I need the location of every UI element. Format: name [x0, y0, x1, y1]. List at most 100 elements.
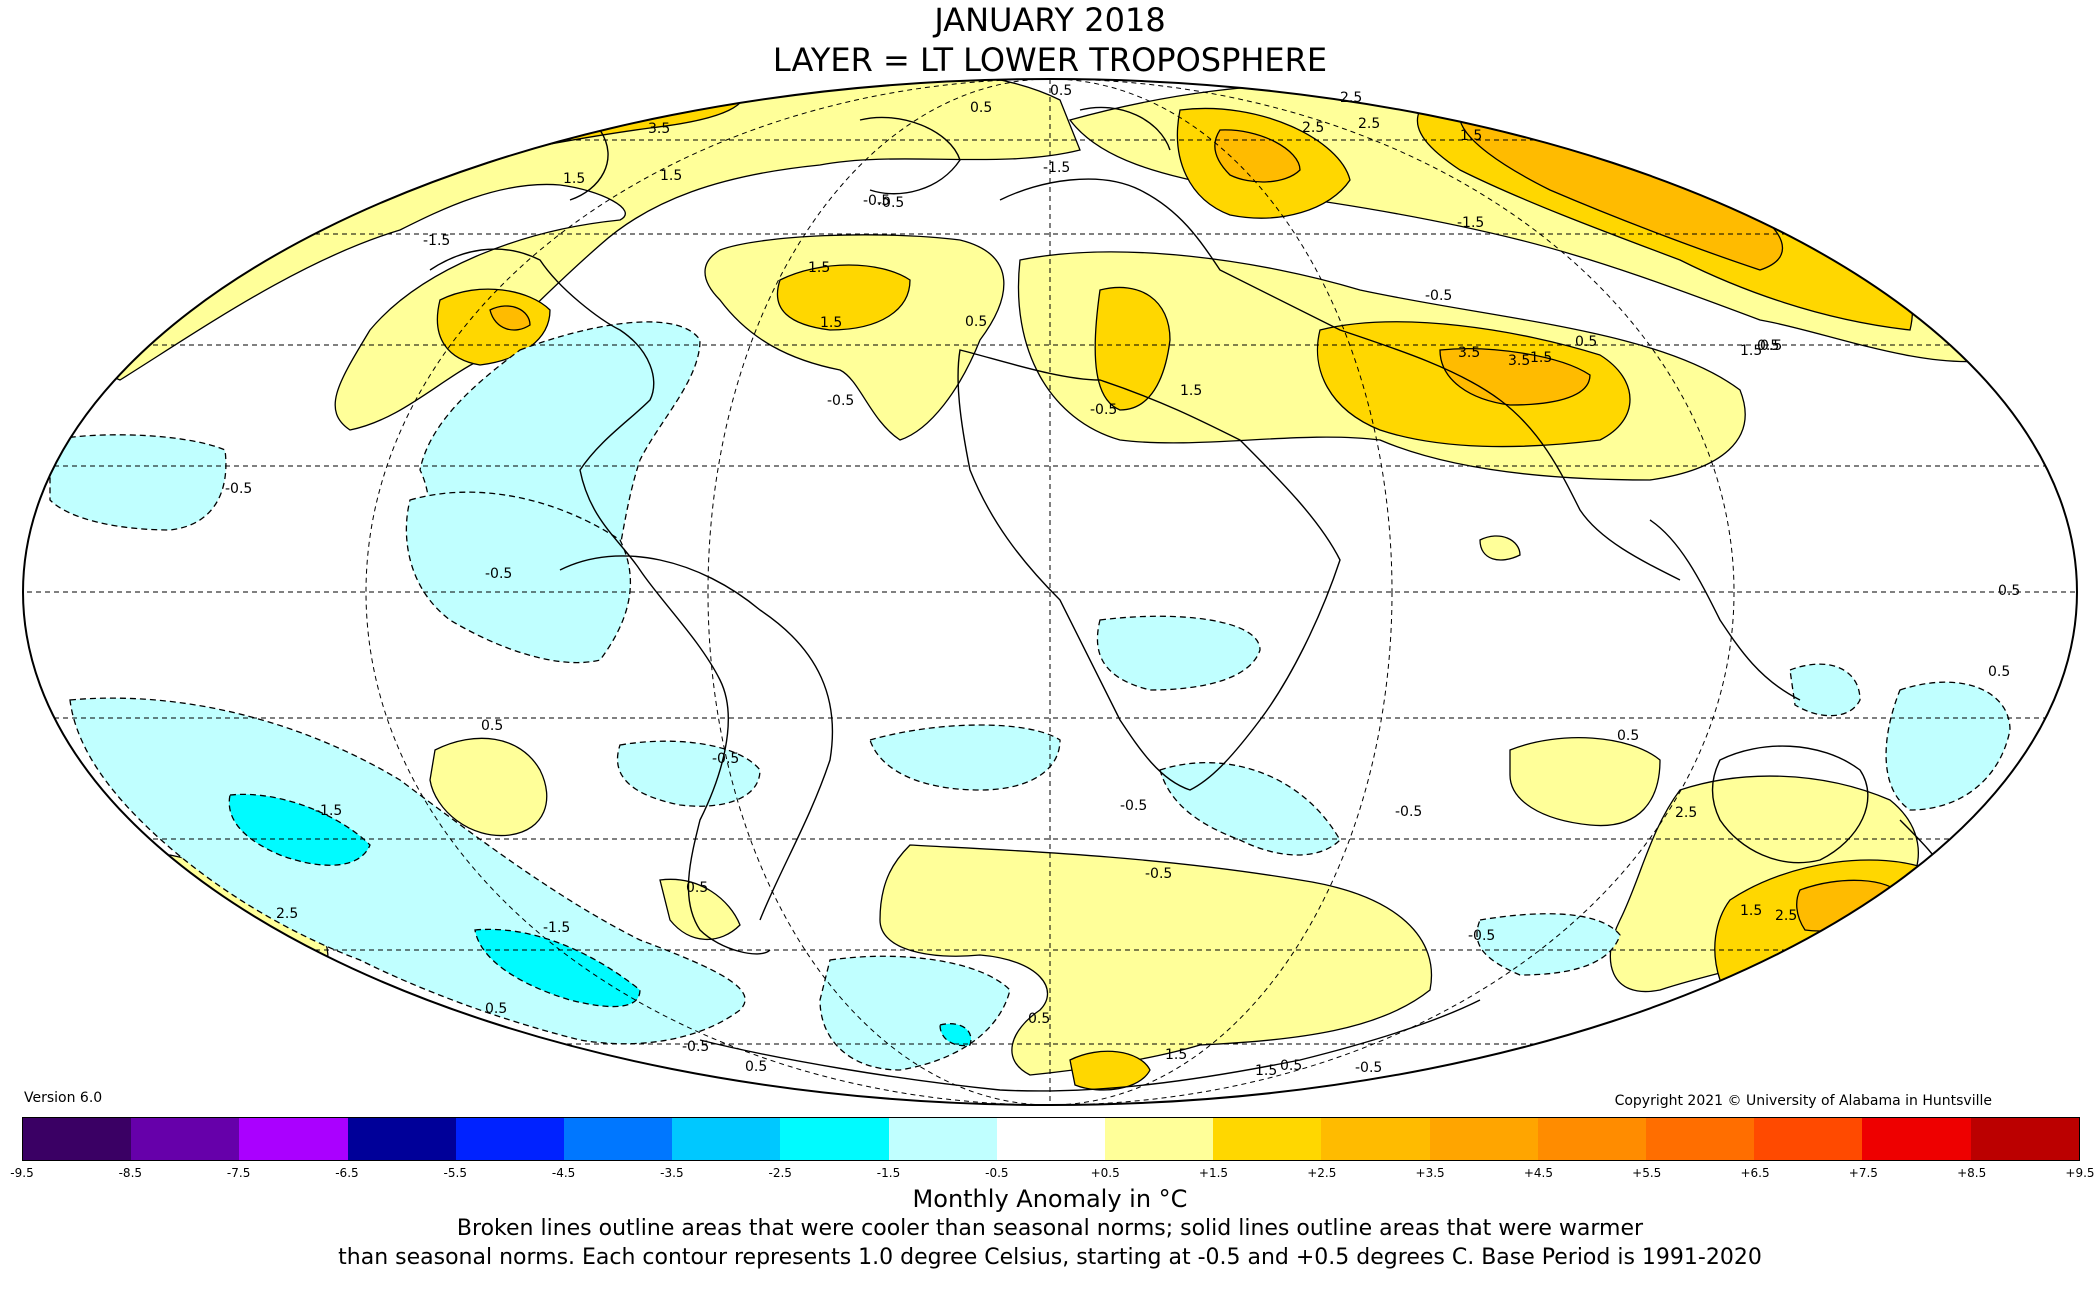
- contour-label: 0.5: [1028, 1011, 1050, 1027]
- color-scale-cell: [131, 1118, 240, 1160]
- contour-label: 1.5: [1460, 128, 1482, 144]
- caption-line-2: than seasonal norms. Each contour repres…: [338, 1245, 1762, 1270]
- color-scale-cell: [672, 1118, 781, 1160]
- contour-label: 1.5: [1165, 1047, 1187, 1063]
- contour-label: 0.5: [1760, 338, 1782, 354]
- color-scale-bar: [22, 1117, 2080, 1161]
- color-scale-cell: [1429, 1118, 1538, 1160]
- color-scale-ticks: -9.5 -8.5 -7.5 -6.5 -5.5 -4.5 -3.5 -2.5 -1.5 -0.5…: [0, 1166, 2100, 1184]
- color-scale-tick-label: +7.5: [1848, 1166, 1878, 1180]
- color-scale-cell: [347, 1118, 456, 1160]
- contour-label: 0.5: [485, 1001, 507, 1017]
- contour-label: 0.5: [481, 718, 503, 734]
- contour-label: 1.5: [820, 315, 842, 331]
- copyright-label: Copyright 2021 © University of Alabama i…: [1614, 1093, 1992, 1109]
- contour-label: 2.5: [1675, 805, 1697, 821]
- contour-label: 3.5: [648, 121, 670, 137]
- contour-label: 3.5: [1458, 345, 1480, 361]
- color-scale-tick-label: -5.5: [443, 1166, 467, 1180]
- contour-label: 2.5: [276, 906, 298, 922]
- color-scale-tick-label: -4.5: [551, 1166, 576, 1180]
- color-scale-cell: [1537, 1118, 1647, 1160]
- color-scale-tick-label: -6.5: [335, 1166, 359, 1180]
- units-label: Monthly Anomaly in °C: [912, 1185, 1188, 1213]
- color-scale-tick-label: -9.5: [10, 1166, 34, 1180]
- contour-label: -0.5: [1355, 1060, 1382, 1076]
- color-scale-cell: [996, 1118, 1106, 1160]
- contour-label: 1.5: [1740, 903, 1762, 919]
- map-subtitle: LAYER = LT LOWER TROPOSPHERE: [772, 41, 1328, 79]
- contour-label: -1.5: [315, 803, 342, 819]
- color-scale-tick-label: -8.5: [118, 1166, 143, 1180]
- contour-label: 1.5: [1530, 350, 1552, 366]
- color-scale-tick-label: +4.5: [1523, 1166, 1553, 1180]
- contour-label: 3.5: [1508, 353, 1530, 369]
- color-scale-cell: [455, 1118, 565, 1160]
- contour-label: 1.5: [1180, 383, 1202, 399]
- contour-label: -0.5: [1145, 866, 1172, 882]
- contour-label: -0.5: [1425, 288, 1452, 304]
- contour-label: -0.5: [863, 193, 890, 209]
- contour-label: -0.5: [1120, 798, 1147, 814]
- contour-label: -0.5: [225, 481, 252, 497]
- contour-label: 0.5: [965, 314, 987, 330]
- color-scale-cell: [1862, 1118, 1971, 1160]
- contour-label: 1.5: [808, 260, 830, 276]
- contour-label: 1.5: [1740, 343, 1762, 359]
- map-outline: [22, 78, 2078, 1106]
- contour-label: 0.5: [1998, 583, 2020, 599]
- contour-label: -0.5: [877, 195, 904, 211]
- color-scale-tick-label: +6.5: [1740, 1166, 1770, 1180]
- contour-label: 2.5: [1358, 116, 1380, 132]
- contour-label: -0.5: [1468, 928, 1495, 944]
- color-scale-tick-label: +5.5: [1632, 1166, 1662, 1180]
- contour-label: 2.5: [1775, 908, 1797, 924]
- coastlines: [429, 106, 1951, 1092]
- contour-label: 0.5: [686, 880, 708, 896]
- color-scale-cell: [1105, 1118, 1214, 1160]
- contour-label: 0.5: [1280, 1058, 1302, 1074]
- contour-label: 2.5: [1340, 90, 1362, 106]
- color-scale-cell: [564, 1118, 673, 1160]
- color-scale-cell: [1213, 1118, 1322, 1160]
- color-scale-cell: [780, 1118, 889, 1160]
- contour-label: -1.5: [543, 920, 570, 936]
- color-scale-cell: [1646, 1118, 1755, 1160]
- color-scale-cell: [1754, 1118, 1863, 1160]
- color-scale-tick-label: -7.5: [226, 1166, 251, 1180]
- color-scale-tick-label: +8.5: [1957, 1166, 1987, 1180]
- color-scale-cell: [1321, 1118, 1430, 1160]
- contour-label: 1.5: [660, 168, 682, 184]
- contour-label: 0.5: [1575, 334, 1597, 350]
- contour-label: -0.5: [485, 566, 512, 582]
- color-scale-cell: [1970, 1118, 2079, 1160]
- color-scale-tick-label: -0.5: [985, 1166, 1009, 1180]
- contour-label: -1.5: [1457, 215, 1484, 231]
- contour-label: 1.5: [563, 171, 585, 187]
- contour-label: -0.5: [712, 751, 739, 767]
- color-scale-cell: [239, 1118, 348, 1160]
- color-scale-tick-label: +9.5: [2065, 1166, 2095, 1180]
- color-scale-tick-label: -1.5: [876, 1166, 901, 1180]
- contour-label: 0.5: [745, 1059, 767, 1075]
- contour-label: 0.5: [1050, 83, 1072, 99]
- contour-labels: 0.52.53.5 2.5 1.51.5-0.5-1.51.50.5-1.51.5-…: [225, 83, 2020, 1079]
- contour-label: 1.5: [1255, 1063, 1277, 1079]
- color-scale-tick-label: -2.5: [768, 1166, 792, 1180]
- color-scale-cell: [23, 1118, 132, 1160]
- contour-label: 0.5: [1988, 664, 2010, 680]
- color-scale-tick-label: +3.5: [1415, 1166, 1445, 1180]
- contour-label: 0.5: [970, 100, 992, 116]
- contour-label: -1.5: [423, 233, 450, 249]
- contour-label: -1.5: [1043, 160, 1070, 176]
- contour-label: -0.5: [682, 1039, 709, 1055]
- color-scale-tick-label: -3.5: [660, 1166, 684, 1180]
- contour-label: 2.5: [1302, 120, 1324, 136]
- contour-label: 0.5: [1757, 338, 1779, 354]
- contour-label: 0.5: [1617, 728, 1639, 744]
- caption-line-1: Broken lines outline areas that were coo…: [456, 1216, 1644, 1241]
- cold-regions: [228, 793, 972, 1047]
- map-title: JANUARY 2018: [934, 1, 1166, 39]
- color-scale-tick-label: +2.5: [1307, 1166, 1337, 1180]
